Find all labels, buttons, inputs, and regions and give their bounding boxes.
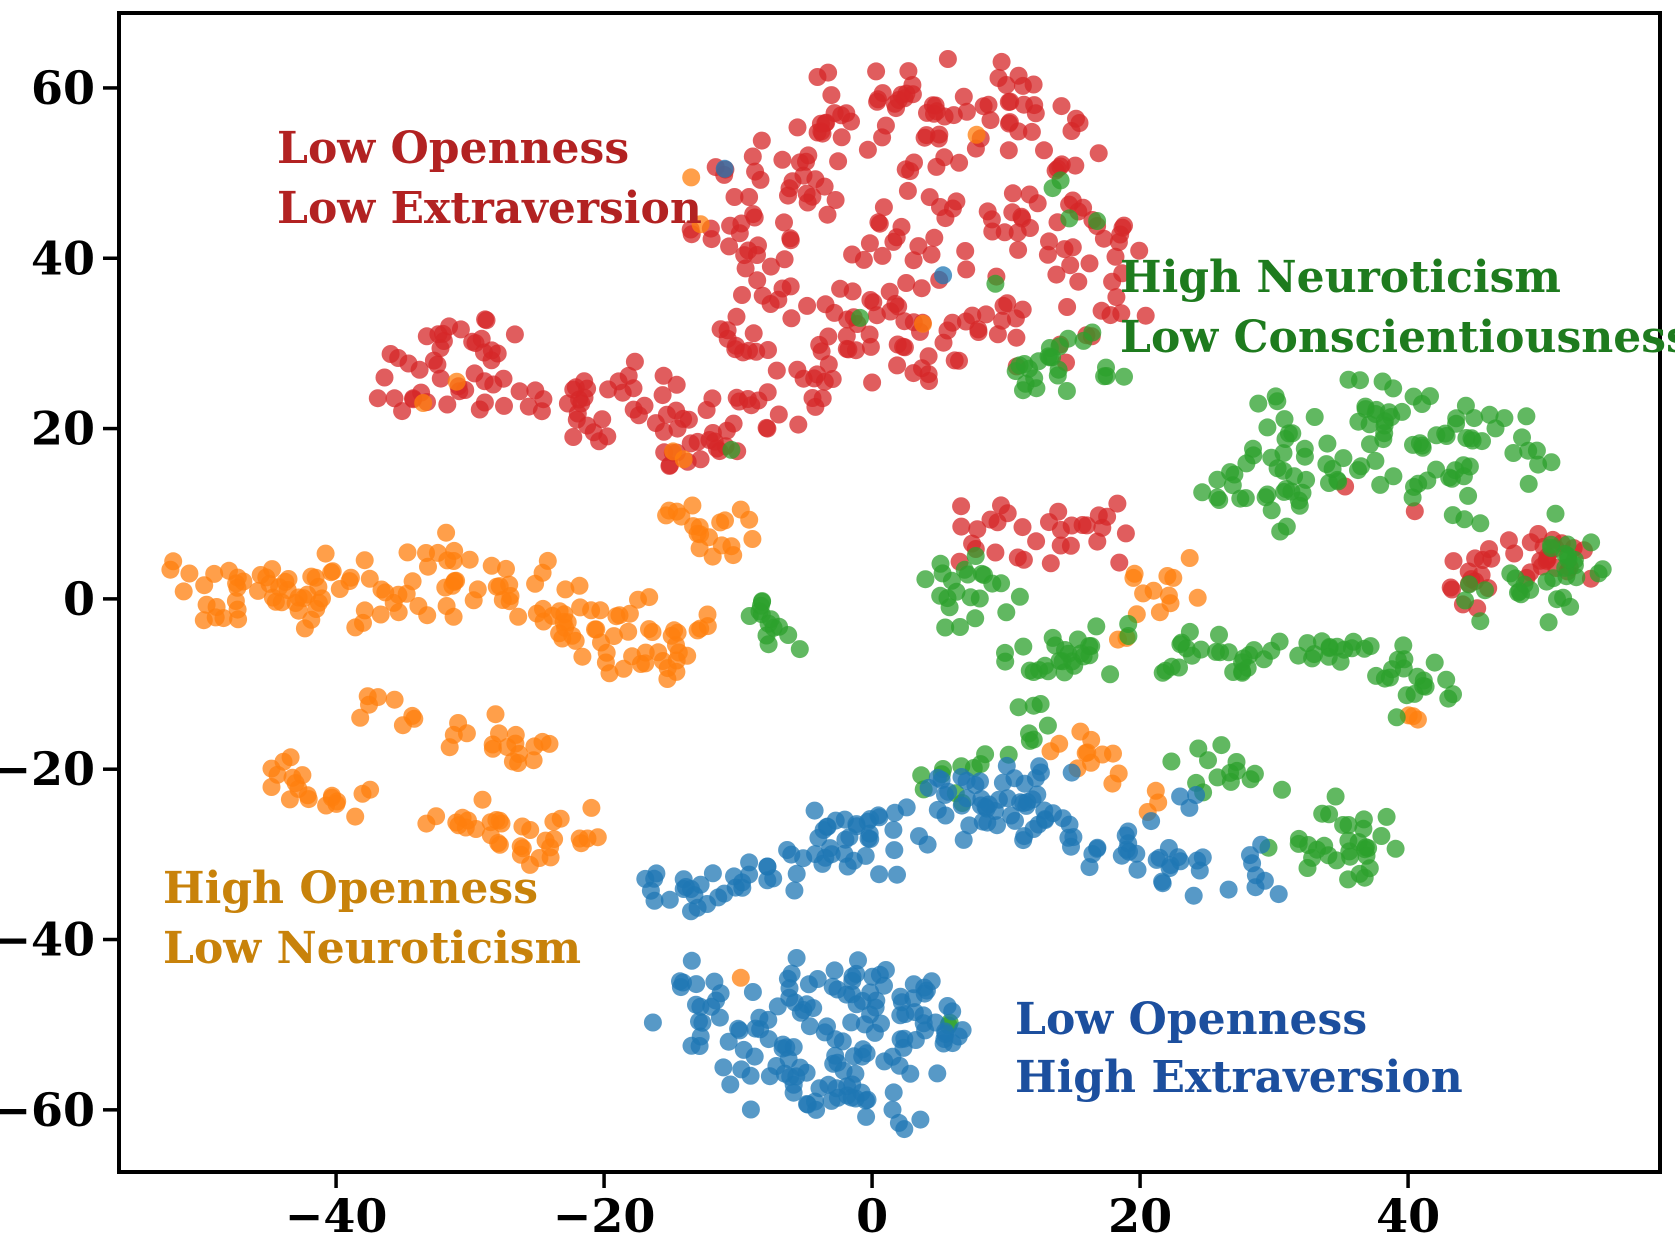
high-neuroticism-low-conscientiousness-label: High Neuroticism <box>1120 252 1561 303</box>
y-tick-label: 60 <box>31 61 95 115</box>
y-tick-label: −60 <box>0 1083 95 1137</box>
x-tick-label: 40 <box>1376 1189 1440 1243</box>
y-tick-label: 0 <box>63 572 95 626</box>
x-tick-label: −20 <box>553 1189 656 1243</box>
y-tick-label: −40 <box>0 913 95 967</box>
series-low-openness-high-extraversion <box>636 159 1288 1139</box>
y-tick-label: −20 <box>0 742 95 796</box>
high-openness-low-neuroticism-label: Low Neuroticism <box>163 923 581 974</box>
axis-ticks <box>103 86 1410 1188</box>
y-tick-label: 20 <box>31 402 95 456</box>
low-openness-low-extraversion-label: Low Extraversion <box>277 183 702 234</box>
low-openness-high-extraversion-label: Low Openness <box>1015 994 1367 1045</box>
series-high-openness-low-neuroticism <box>161 125 1427 987</box>
high-neuroticism-low-conscientiousness-label: Low Conscientiousness <box>1120 312 1675 363</box>
x-tick-label: 20 <box>1108 1189 1172 1243</box>
cluster-annotations: Low Openness Low Extraversion High Neuroti… <box>163 123 1675 1103</box>
series-low-openness-low-extraversion <box>368 50 1600 618</box>
scatter-points <box>161 50 1612 1139</box>
low-openness-low-extraversion-label: Low Openness <box>277 123 629 174</box>
x-tick-label: −40 <box>285 1189 388 1243</box>
axis-tick-labels: −40 −20 0 20 40 60 40 20 0 −20 −40 −60 <box>0 61 1440 1243</box>
plot-border <box>117 11 1662 1174</box>
x-tick-label: 0 <box>856 1189 888 1243</box>
y-tick-label: 40 <box>31 231 95 285</box>
high-openness-low-neuroticism-label: High Openness <box>163 863 538 914</box>
low-openness-high-extraversion-label: High Extraversion <box>1015 1052 1463 1103</box>
